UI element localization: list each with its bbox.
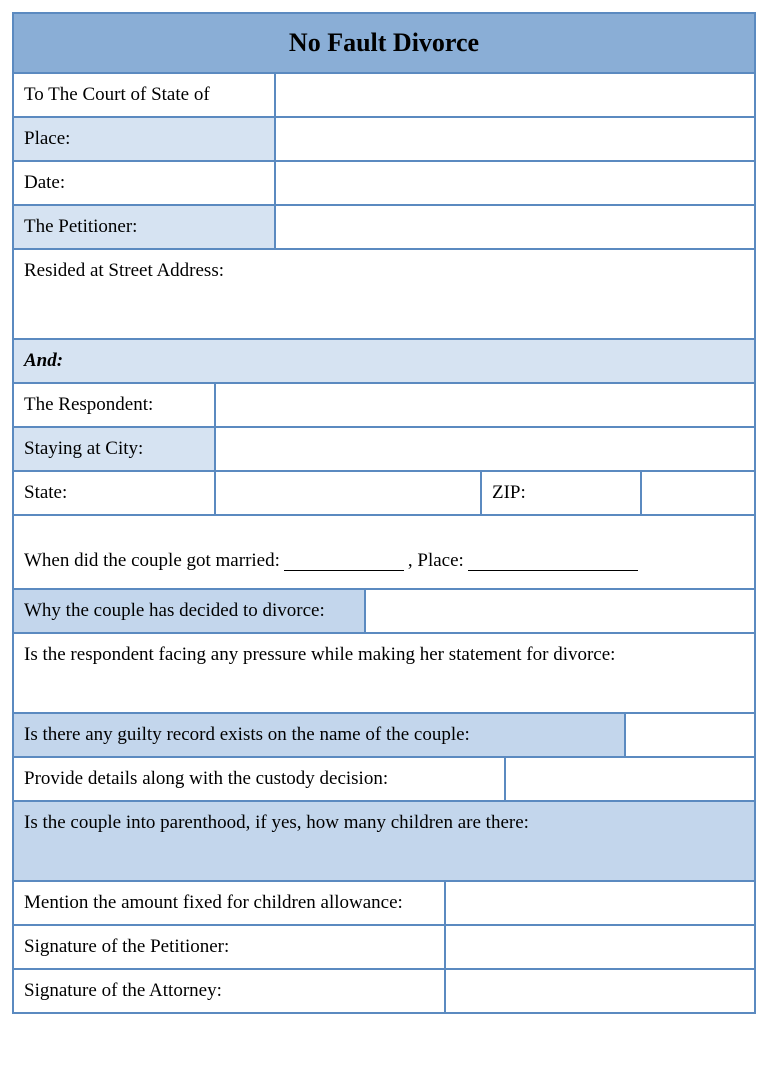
blank-married-place[interactable]: [468, 552, 638, 571]
label-pressure-text: Is the respondent facing any pressure wh…: [24, 644, 615, 666]
form-container: No Fault Divorce To The Court of State o…: [12, 12, 756, 1014]
input-petitioner[interactable]: [274, 206, 754, 248]
label-city: Staying at City:: [14, 428, 214, 470]
married-line[interactable]: When did the couple got married: , Place…: [14, 516, 754, 588]
row-resided: Resided at Street Address:: [14, 250, 754, 340]
row-guilty: Is there any guilty record exists on the…: [14, 714, 754, 758]
input-date[interactable]: [274, 162, 754, 204]
input-sig-petitioner[interactable]: [444, 926, 754, 968]
row-court-of-state: To The Court of State of: [14, 74, 754, 118]
label-and: And:: [14, 340, 754, 382]
row-date: Date:: [14, 162, 754, 206]
label-resided[interactable]: Resided at Street Address:: [14, 250, 754, 338]
input-court-of-state[interactable]: [274, 74, 754, 116]
label-zip: ZIP:: [480, 472, 640, 514]
form-title: No Fault Divorce: [14, 14, 754, 74]
row-sig-attorney: Signature of the Attorney:: [14, 970, 754, 1012]
input-why[interactable]: [364, 590, 754, 632]
input-guilty[interactable]: [624, 714, 754, 756]
row-city: Staying at City:: [14, 428, 754, 472]
row-parenthood: Is the couple into parenthood, if yes, h…: [14, 802, 754, 882]
label-respondent: The Respondent:: [14, 384, 214, 426]
label-allowance: Mention the amount fixed for children al…: [14, 882, 444, 924]
label-place: Place:: [14, 118, 274, 160]
label-guilty: Is there any guilty record exists on the…: [14, 714, 624, 756]
label-pressure[interactable]: Is the respondent facing any pressure wh…: [14, 634, 754, 712]
row-married: When did the couple got married: , Place…: [14, 516, 754, 590]
input-place[interactable]: [274, 118, 754, 160]
row-petitioner: The Petitioner:: [14, 206, 754, 250]
label-married-when: When did the couple got married:: [24, 550, 280, 572]
row-place: Place:: [14, 118, 754, 162]
row-pressure: Is the respondent facing any pressure wh…: [14, 634, 754, 714]
input-state[interactable]: [214, 472, 480, 514]
row-why: Why the couple has decided to divorce:: [14, 590, 754, 634]
label-custody: Provide details along with the custody d…: [14, 758, 504, 800]
row-and: And:: [14, 340, 754, 384]
label-date: Date:: [14, 162, 274, 204]
blank-married-date[interactable]: [284, 552, 404, 571]
label-petitioner: The Petitioner:: [14, 206, 274, 248]
input-allowance[interactable]: [444, 882, 754, 924]
label-parenthood-text: Is the couple into parenthood, if yes, h…: [24, 812, 529, 834]
label-resided-text: Resided at Street Address:: [24, 260, 224, 282]
label-sig-petitioner: Signature of the Petitioner:: [14, 926, 444, 968]
input-city[interactable]: [214, 428, 754, 470]
label-married-place: , Place:: [408, 550, 464, 572]
label-state: State:: [14, 472, 214, 514]
row-state-zip: State: ZIP:: [14, 472, 754, 516]
label-court-of-state: To The Court of State of: [14, 74, 274, 116]
row-sig-petitioner: Signature of the Petitioner:: [14, 926, 754, 970]
row-respondent: The Respondent:: [14, 384, 754, 428]
row-custody: Provide details along with the custody d…: [14, 758, 754, 802]
label-sig-attorney: Signature of the Attorney:: [14, 970, 444, 1012]
label-why: Why the couple has decided to divorce:: [14, 590, 364, 632]
input-respondent[interactable]: [214, 384, 754, 426]
input-custody[interactable]: [504, 758, 754, 800]
label-parenthood[interactable]: Is the couple into parenthood, if yes, h…: [14, 802, 754, 880]
input-sig-attorney[interactable]: [444, 970, 754, 1012]
input-zip[interactable]: [640, 472, 754, 514]
row-allowance: Mention the amount fixed for children al…: [14, 882, 754, 926]
